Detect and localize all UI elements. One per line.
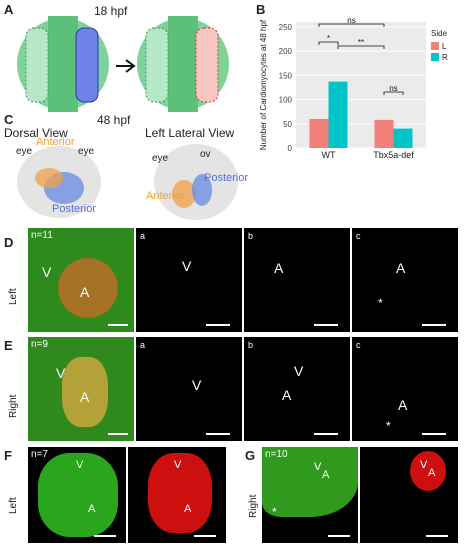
panel-d-overview: n=11 V A bbox=[28, 228, 134, 332]
sig-ns-right: ns bbox=[389, 84, 397, 93]
lateral-posterior-label: Posterior bbox=[204, 172, 249, 184]
chart-xtick: Tbx5a-def bbox=[373, 150, 414, 160]
chart-legend-title: Side bbox=[431, 29, 448, 38]
chart-ytick: 150 bbox=[279, 71, 293, 80]
chart-bar-L-0 bbox=[309, 118, 329, 148]
chart-xtick: WT bbox=[322, 150, 336, 160]
lateral-view-title: Left Lateral View bbox=[145, 126, 235, 140]
panel-f-green: n=7 V A bbox=[28, 447, 126, 543]
cardiomyocyte-bar-chart: 0 50 100 150 200 250 Number of Cardiomyocytes … bbox=[259, 16, 448, 160]
sig-double-star-bracket bbox=[337, 45, 385, 49]
panel-b-label: B bbox=[256, 2, 266, 17]
panel-e-label: E bbox=[4, 338, 13, 353]
chart-legend-swatch-R bbox=[431, 53, 439, 61]
lateral-anterior-label: Anterior bbox=[146, 190, 185, 202]
chart-ylabel: Number of Cardiomyocytes at 48 hpf bbox=[259, 19, 268, 150]
sig-ns-right-bracket bbox=[383, 91, 404, 95]
panel-e-a: a V bbox=[136, 337, 242, 441]
panel-d-a: A bbox=[80, 284, 90, 300]
chart-legend-label-R: R bbox=[442, 53, 448, 62]
panel-a-stage: 18 hpf bbox=[94, 4, 128, 18]
dorsal-view-title: Dorsal View bbox=[4, 126, 68, 140]
panel-e-b: b V A bbox=[244, 337, 350, 441]
panel-e-side: Right bbox=[8, 394, 19, 418]
sig-double-star: ** bbox=[358, 38, 364, 47]
chart-bar-R-1 bbox=[393, 128, 413, 148]
panel-g-green: n=10 V A * bbox=[262, 447, 358, 543]
chart-ytick: 100 bbox=[279, 96, 293, 105]
panel-e-overview: n=9 V A bbox=[28, 337, 134, 441]
sig-ns-top: ns bbox=[347, 16, 355, 25]
embryo-early bbox=[17, 16, 109, 112]
panel-g-label: G bbox=[245, 448, 256, 463]
chart-ytick: 250 bbox=[279, 23, 293, 32]
sig-star: * bbox=[327, 34, 330, 43]
panel-d-b: b A bbox=[244, 228, 350, 332]
panel-a-embryo-diagram bbox=[17, 16, 229, 112]
embryo-late bbox=[137, 16, 229, 112]
panel-d-side: Left bbox=[8, 288, 19, 305]
panel-c-label: C bbox=[4, 112, 14, 127]
chart-bar-L-1 bbox=[374, 119, 394, 148]
panel-g-side: Right bbox=[248, 494, 259, 518]
chart-bar-R-0 bbox=[328, 81, 348, 148]
chart-legend-label-L: L bbox=[442, 42, 447, 51]
panel-g-red: V A bbox=[360, 447, 458, 543]
panel-c-stage: 48 hpf bbox=[97, 113, 131, 127]
panel-d-label: D bbox=[4, 235, 14, 250]
chart-legend-swatch-L bbox=[431, 42, 439, 50]
panel-d-c: c A * bbox=[352, 228, 458, 332]
panel-f-label: F bbox=[4, 448, 12, 463]
panel-c-heart-diagrams bbox=[17, 144, 238, 220]
lateral-eye-label: eye bbox=[152, 153, 169, 164]
arrow-icon bbox=[116, 59, 136, 73]
dorsal-eye-left-label: eye bbox=[16, 146, 33, 157]
chart-ytick: 0 bbox=[288, 144, 293, 153]
panel-e-c: c A * bbox=[352, 337, 458, 441]
panel-d-v: V bbox=[42, 264, 52, 280]
sig-ns-top-bracket bbox=[318, 23, 385, 27]
dorsal-eye-right-label: eye bbox=[78, 146, 95, 157]
panel-d-a: a V bbox=[136, 228, 242, 332]
panel-a-label: A bbox=[4, 2, 14, 17]
panel-d-n: n=11 bbox=[31, 230, 53, 241]
chart-ytick: 200 bbox=[279, 47, 293, 56]
dorsal-posterior-label: Posterior bbox=[52, 203, 97, 215]
sig-star-bracket bbox=[318, 41, 339, 45]
panel-f-red: V A bbox=[128, 447, 226, 543]
chart-ytick: 50 bbox=[283, 120, 292, 129]
lateral-ov-label: ov bbox=[200, 149, 211, 160]
dorsal-anterior-label: Anterior bbox=[36, 136, 75, 148]
panel-f-side: Left bbox=[8, 497, 19, 514]
